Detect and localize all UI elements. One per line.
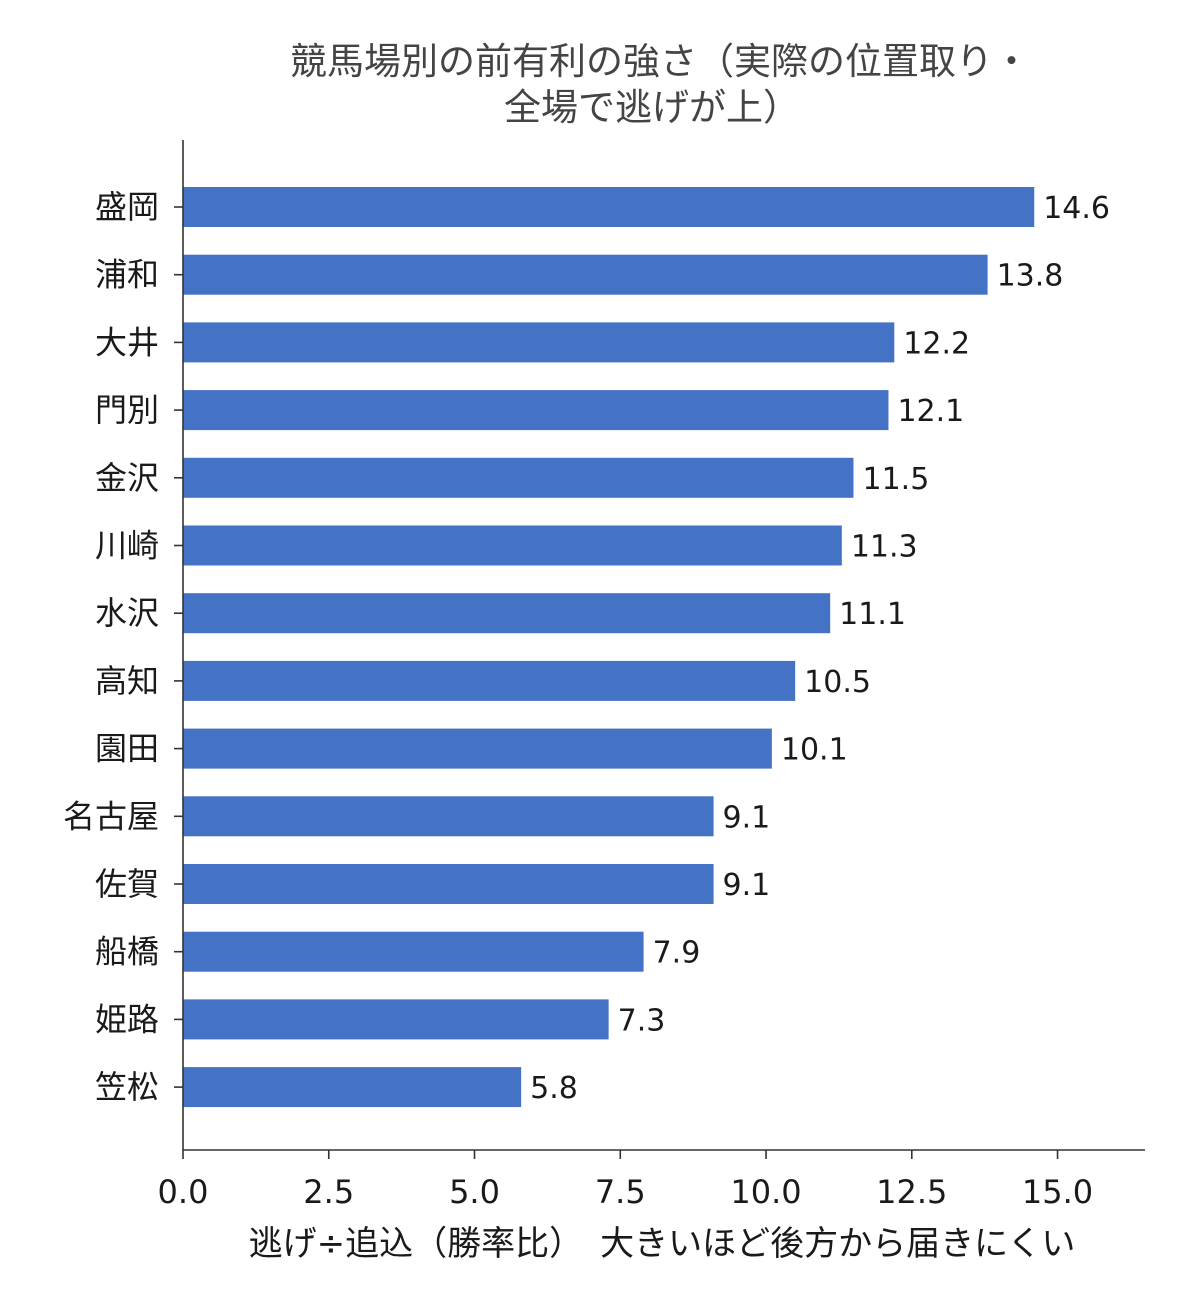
bar [183, 322, 895, 363]
y-tick-label: 船橋 [95, 933, 159, 971]
plot-area: 盛岡 14.6 浦和 13.8 大井 12.2 門別 12.1 金沢 11.5 川崎 11.3 水沢 11… [63, 140, 1145, 1211]
x-axis-label: 逃げ÷追込（勝率比） 大きいほど後方から届きにくい [249, 1224, 1076, 1264]
y-tick-label: 高知 [95, 662, 159, 700]
y-tick-label: 大井 [95, 323, 159, 361]
chart-title-line-1: 競馬場別の前有利の強さ（実際の位置取り・ [290, 40, 1030, 83]
bar [183, 999, 609, 1040]
data-label: 9.1 [723, 868, 771, 903]
x-tick-label: 7.5 [595, 1173, 646, 1211]
data-label: 7.3 [618, 1003, 666, 1038]
y-tick-label: 川崎 [95, 527, 159, 565]
bar [183, 254, 988, 295]
bar [183, 187, 1035, 227]
bar [183, 796, 714, 837]
y-tick-label: 金沢 [95, 459, 159, 497]
x-tick-label: 15.0 [1022, 1173, 1093, 1211]
data-label: 5.8 [530, 1071, 578, 1106]
bar [183, 457, 854, 498]
bar [183, 593, 831, 634]
y-tick-label: 門別 [95, 391, 159, 429]
y-tick-label: 佐賀 [95, 865, 159, 903]
data-label: 14.6 [1043, 191, 1110, 226]
bar [183, 1067, 522, 1108]
bar [183, 390, 889, 431]
bar [183, 931, 644, 972]
y-tick-label: 盛岡 [95, 188, 159, 226]
data-label: 13.8 [997, 259, 1064, 294]
data-label: 12.1 [897, 394, 964, 429]
chart-title-line-2: 全場で逃げが上） [504, 86, 800, 129]
y-tick-label: 水沢 [95, 594, 159, 632]
y-tick-label: 浦和 [95, 256, 159, 294]
data-label: 9.1 [723, 800, 771, 835]
data-label: 12.2 [903, 326, 970, 361]
y-tick-label: 姫路 [95, 1000, 159, 1038]
data-label: 10.1 [781, 733, 848, 768]
bar [183, 864, 714, 904]
bar [183, 728, 772, 769]
data-label: 7.9 [653, 936, 701, 971]
bar [183, 660, 796, 701]
x-tick-label: 5.0 [449, 1173, 500, 1211]
x-tick-label: 12.5 [876, 1173, 947, 1211]
chart-title: 競馬場別の前有利の強さ（実際の位置取り・ 全場で逃げが上） [290, 40, 1030, 129]
data-label: 11.5 [862, 462, 929, 497]
y-tick-label: 笠松 [95, 1068, 159, 1106]
y-tick-label: 名古屋 [63, 797, 159, 835]
x-tick-label: 10.0 [730, 1173, 801, 1211]
data-label: 10.5 [804, 665, 871, 700]
bar [183, 525, 842, 566]
x-tick-label: 0.0 [158, 1173, 209, 1211]
data-label: 11.1 [839, 597, 906, 632]
y-tick-label: 園田 [95, 730, 159, 768]
x-tick-label: 2.5 [303, 1173, 354, 1211]
data-label: 11.3 [851, 530, 918, 565]
